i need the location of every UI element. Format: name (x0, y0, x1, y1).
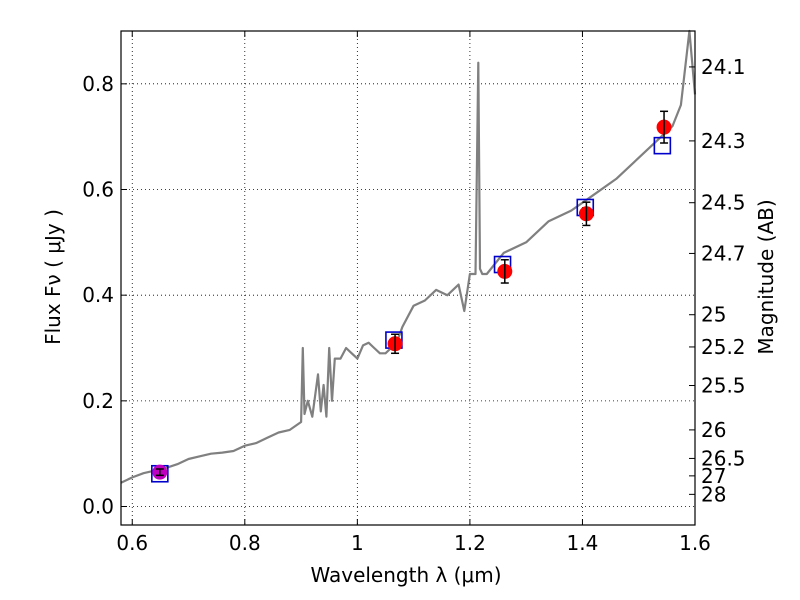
right-tick-label: 26 (701, 418, 726, 442)
x-axis-title: Wavelength λ (μm) (310, 563, 501, 587)
y-tick-label: 0.6 (82, 178, 114, 202)
x-tick-label: 1 (351, 531, 364, 555)
observed-photometry-layer (152, 110, 672, 480)
plot-background (121, 31, 695, 525)
y-axis-ticks: 0.0 0.2 0.4 0.6 0.8 (82, 72, 127, 519)
right-tick-label: 24.1 (701, 55, 746, 79)
right-tick-label: 28 (701, 482, 726, 506)
right-axis-title: Magnitude (AB) (754, 199, 778, 354)
x-tick-label: 0.8 (229, 531, 261, 555)
right-tick-label: 25.5 (701, 374, 746, 398)
x-tick-label: 1.2 (454, 531, 486, 555)
x-tick-label: 0.6 (116, 531, 148, 555)
y-tick-label: 0.4 (82, 283, 114, 307)
right-tick-label: 24.3 (701, 129, 746, 153)
right-tick-label: 25 (701, 303, 726, 327)
spectrum-layer (120, 29, 697, 484)
spectrum-line (120, 29, 697, 484)
model-photometry-square (653, 136, 672, 155)
x-tick-label: 1.4 (567, 531, 599, 555)
right-tick-label: 25.2 (701, 335, 746, 359)
y-tick-label: 0.8 (82, 72, 114, 96)
x-tick-label: 1.6 (679, 531, 711, 555)
y-axis-title: Flux Fν ( μJy ) (41, 209, 65, 345)
y-tick-label: 0.2 (82, 389, 114, 413)
plot-frame (120, 30, 696, 526)
y-tick-label: 0.0 (82, 495, 114, 519)
right-tick-label: 27 (701, 464, 726, 488)
x-axis-ticks: 0.6 0.8 1 1.2 1.4 1.6 (116, 31, 711, 555)
right-tick-label: 24.7 (701, 241, 746, 265)
right-tick-label: 24.5 (701, 191, 746, 215)
right-tick-label: 26.5 (701, 446, 746, 470)
